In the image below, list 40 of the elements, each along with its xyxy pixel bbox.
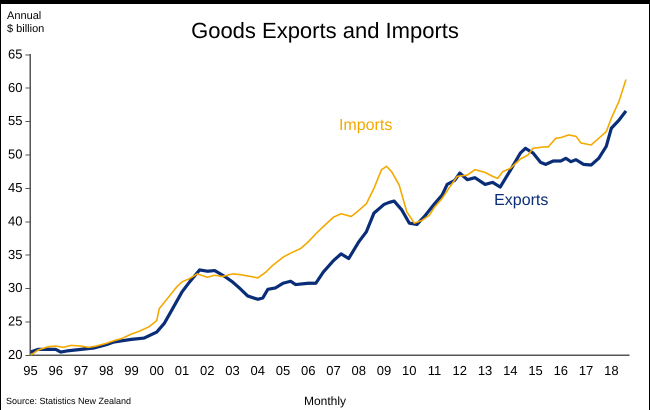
x-tick-label: 17 <box>578 362 594 378</box>
x-tick-label: 14 <box>503 362 518 378</box>
y-tick-label: 55 <box>8 113 22 128</box>
source-note: Source: Statistics New Zealand <box>6 396 132 406</box>
y-tick-label: 45 <box>8 180 22 195</box>
x-tick-label: 16 <box>554 362 568 378</box>
x-tick-label: 02 <box>200 362 214 378</box>
y-tick-label: 35 <box>8 246 22 262</box>
y-tick-label: 20 <box>8 346 22 362</box>
y-axis-title: Annual $ billion <box>7 10 44 36</box>
x-tick-label: 06 <box>301 362 316 378</box>
x-tick-label: 11 <box>428 362 442 378</box>
x-tick-label: 00 <box>150 362 164 378</box>
x-tick-label: 12 <box>452 362 468 378</box>
x-tick-label: 04 <box>250 362 265 378</box>
x-tick-label: 96 <box>48 362 63 378</box>
chart-title: Goods Exports and Imports <box>191 18 459 43</box>
x-tick-label: 07 <box>326 362 341 378</box>
x-tick-label: 13 <box>478 362 492 378</box>
y-tick-label: 40 <box>8 213 22 228</box>
x-tick-label: 08 <box>352 362 366 378</box>
x-tick-label: 05 <box>276 362 290 378</box>
text: Imports <box>338 116 392 134</box>
x-tick-label: 98 <box>98 362 114 378</box>
y-tick-label: 25 <box>8 314 22 329</box>
y-tick-label: 50 <box>8 146 22 162</box>
x-tick-label: 01 <box>174 362 190 378</box>
y-tick-label: 30 <box>8 280 22 296</box>
x-tick-label: 97 <box>74 362 88 378</box>
series-label: Exports <box>494 192 548 210</box>
x-tick-label: 15 <box>528 362 543 378</box>
x-tick-label: 99 <box>124 362 139 378</box>
x-tick-label: 10 <box>402 362 417 378</box>
x-tick-label: 18 <box>604 362 619 378</box>
x-axis-title: Monthly <box>304 394 346 408</box>
y-tick-label: 65 <box>8 46 22 62</box>
x-tick-label: 09 <box>376 362 392 378</box>
x-tick-label: 03 <box>225 362 240 378</box>
x-tick-label: 95 <box>23 362 38 378</box>
y-tick-label: 60 <box>8 80 22 95</box>
